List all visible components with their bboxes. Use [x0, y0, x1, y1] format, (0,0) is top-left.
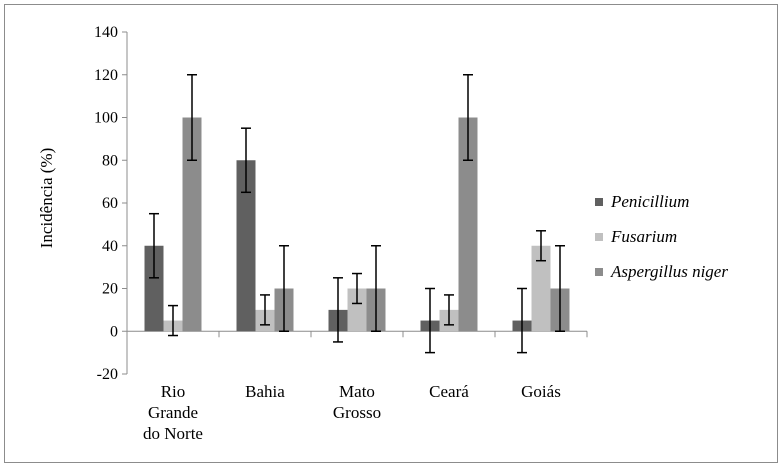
chart-frame: -20 0 20 40 60 80 100 120 140 Rio Grande do Norte B… [4, 4, 778, 463]
legend-swatch [595, 268, 603, 276]
bar-aspergillus-niger [182, 117, 202, 332]
x-category-label-line: Grande [148, 403, 198, 422]
bar-penicillium [144, 245, 164, 332]
y-tick-label: 20 [102, 281, 118, 298]
x-category-label-line: Grosso [333, 403, 381, 422]
bar-aspergillus-niger [458, 117, 478, 332]
y-tick-label: 120 [94, 67, 118, 84]
bar-penicillium [236, 160, 256, 332]
y-tick-label: 60 [102, 195, 118, 212]
y-tick-label: 0 [110, 323, 118, 340]
x-category-label-line: do Norte [143, 424, 203, 443]
x-category-label-line: Ceará [429, 382, 469, 401]
x-category-label: Rio Grande do Norte [143, 382, 203, 443]
x-category-label-line: Rio [161, 382, 186, 401]
legend-swatch [595, 233, 603, 241]
legend-label: Penicillium [610, 192, 689, 211]
error-bars [149, 74, 565, 354]
x-category-label-line: Mato [339, 382, 375, 401]
y-tick-label: 40 [102, 238, 118, 255]
y-tick-label: -20 [97, 366, 118, 383]
x-category-label: Bahia [245, 382, 285, 401]
legend-label: Fusarium [610, 227, 677, 246]
bar-fusarium [531, 245, 551, 332]
y-axis-title: Incidência (%) [37, 148, 56, 249]
bar-chart: -20 0 20 40 60 80 100 120 140 Rio Grande do Norte B… [37, 24, 728, 443]
x-category-label: Ceará [429, 382, 469, 401]
y-tick-label: 100 [94, 110, 118, 127]
legend-label: Aspergillus niger [610, 262, 728, 281]
legend: Penicillium Fusarium Aspergillus niger [595, 192, 728, 281]
x-category-label-line: Bahia [245, 382, 285, 401]
bar-fusarium [347, 288, 367, 332]
legend-swatch [595, 198, 603, 206]
x-category-label-line: Goiás [521, 382, 561, 401]
axis-labels: Rio Grande do Norte Bahia Mato Grosso Ceará Goi… [37, 148, 561, 443]
x-category-label: Mato Grosso [333, 382, 381, 422]
y-tick-label: 140 [94, 24, 118, 41]
x-category-label: Goiás [521, 382, 561, 401]
y-tick-label: 80 [102, 152, 118, 169]
